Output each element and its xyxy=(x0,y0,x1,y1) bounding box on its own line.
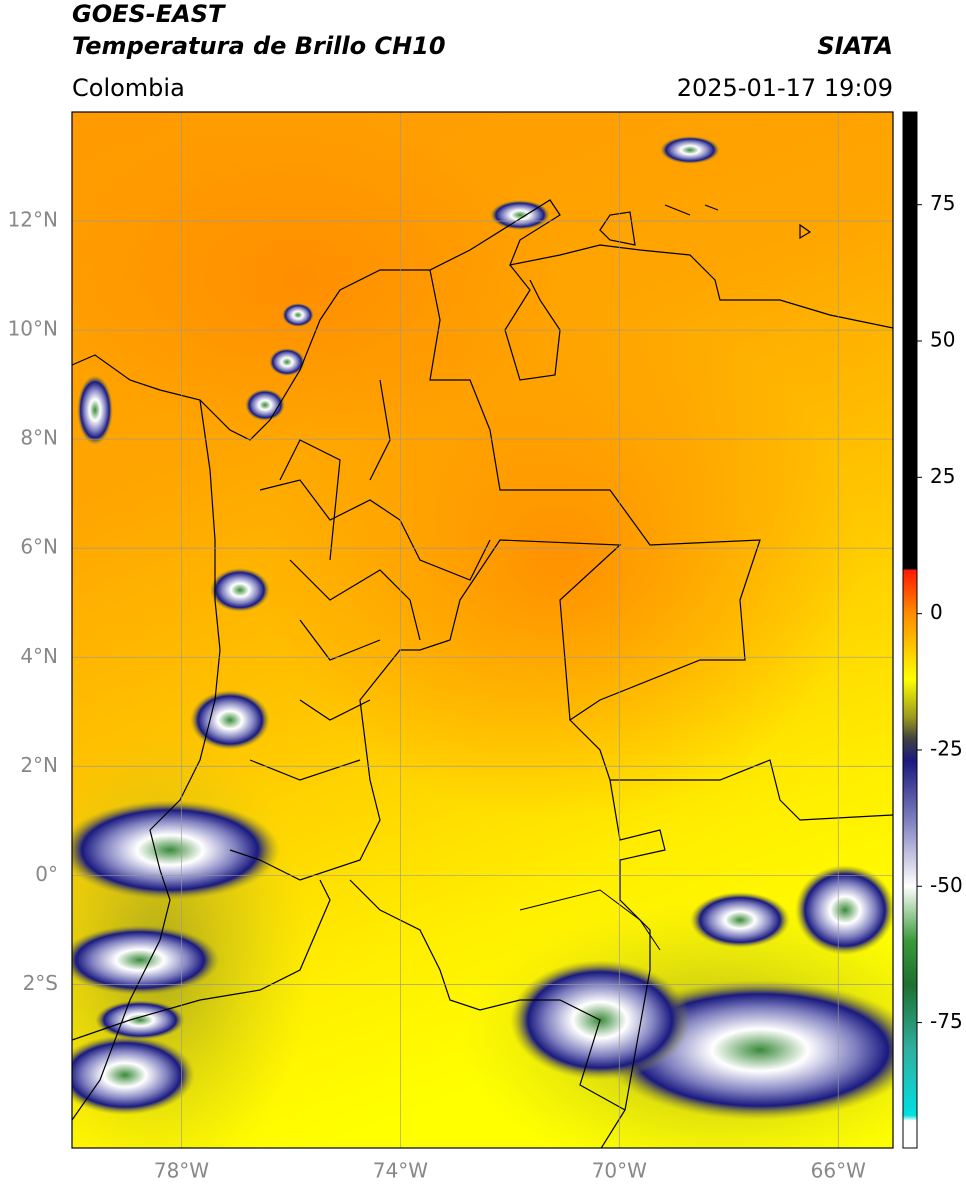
colorbar-tick-label: 75 xyxy=(930,191,955,215)
colorbar-tick-label: -75 xyxy=(930,1009,963,1033)
y-tick-label: 10°N xyxy=(8,317,58,341)
x-tick-label: 66°W xyxy=(811,1159,866,1183)
colorbar-tick-label: 25 xyxy=(930,464,955,488)
title: GOES-EAST xyxy=(72,0,226,28)
colorbar xyxy=(902,111,918,1149)
y-tick-label: 8°N xyxy=(20,426,58,450)
colorbar-tick-label: -25 xyxy=(930,736,963,760)
y-tick-label: 4°N xyxy=(20,644,58,668)
subtitle: Temperatura de Brillo CH10 xyxy=(72,32,446,60)
colorbar-tick-label: 0 xyxy=(930,600,943,624)
x-tick-label: 70°W xyxy=(592,1159,647,1183)
region: Colombia xyxy=(72,74,185,102)
y-tick-label: 2°S xyxy=(23,971,58,995)
grid xyxy=(72,112,893,1148)
x-tick-label: 74°W xyxy=(373,1159,428,1183)
y-tick-label: 0° xyxy=(35,862,58,886)
colorbar-tick-label: -50 xyxy=(930,873,963,897)
x-tick-label: 78°W xyxy=(154,1159,209,1183)
labels: 78°W 74°W 70°W 66°W 12°N 10°N 8°N 6°N 4°N 2°N 0° 2°… xyxy=(8,191,963,1182)
source: SIATA xyxy=(817,32,893,60)
y-tick-label: 6°N xyxy=(20,535,58,559)
colorbar-tick-label: 50 xyxy=(930,328,955,352)
y-tick-label: 2°N xyxy=(20,753,58,777)
y-tick-label: 12°N xyxy=(8,208,58,232)
map-image xyxy=(72,112,893,1148)
timestamp: 2025-01-17 19:09 xyxy=(677,74,893,102)
map-frame xyxy=(71,111,894,1149)
